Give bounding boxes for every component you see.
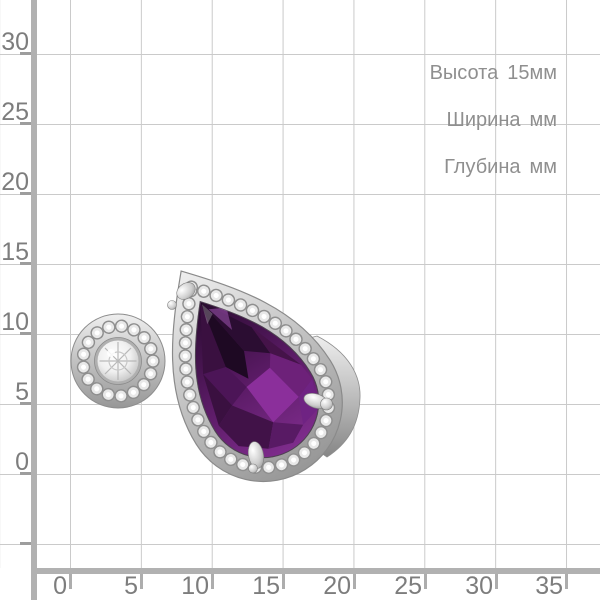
x-tick xyxy=(282,570,285,589)
dimension-label: Ширина xyxy=(446,109,521,131)
y-tick xyxy=(20,262,37,265)
x-axis-label: 15 xyxy=(252,572,280,600)
x-axis-label: 30 xyxy=(465,572,493,600)
ring-photo xyxy=(70,270,361,483)
pave-halo xyxy=(178,278,336,475)
x-tick xyxy=(353,570,356,589)
x-axis-label: 5 xyxy=(124,572,138,600)
y-tick xyxy=(20,52,37,55)
y-tick xyxy=(20,542,37,545)
x-axis-label: 35 xyxy=(535,572,563,600)
dimension-label: Высота xyxy=(429,62,499,84)
y-axis-label: 25 xyxy=(1,98,29,126)
y-tick xyxy=(20,332,37,335)
y-axis-label: 20 xyxy=(1,168,29,196)
prongs xyxy=(167,282,333,474)
y-axis-label: 5 xyxy=(15,378,29,406)
x-tick xyxy=(140,570,143,589)
x-tick xyxy=(495,570,498,589)
y-tick xyxy=(20,192,37,195)
dimension-depth: Глубина мм xyxy=(444,156,557,178)
x-axis-label: 10 xyxy=(181,572,209,600)
dimension-value: мм xyxy=(529,109,558,131)
dimension-value: 15мм xyxy=(507,62,557,84)
prong-bottom xyxy=(247,441,265,469)
y-axis-line xyxy=(31,0,37,600)
x-tick xyxy=(211,570,214,589)
x-axis-label: 25 xyxy=(394,572,422,600)
y-axis-label: 10 xyxy=(1,308,29,336)
y-axis-label: 0 xyxy=(15,448,29,476)
y-axis-label: 30 xyxy=(1,28,29,56)
y-axis-label: 15 xyxy=(1,238,29,266)
dimension-label: Глубина xyxy=(444,156,521,178)
y-tick xyxy=(20,122,37,125)
dimension-width: Ширина мм xyxy=(447,109,557,131)
dimension-height: Высота 15мм xyxy=(430,62,557,84)
x-tick xyxy=(69,570,72,589)
round-halo-cluster xyxy=(70,313,166,409)
x-axis-label: 0 xyxy=(53,572,67,600)
x-tick xyxy=(424,570,427,589)
dimension-value: мм xyxy=(529,156,558,178)
y-tick xyxy=(20,402,37,405)
x-tick xyxy=(565,570,568,589)
x-axis-label: 20 xyxy=(323,572,351,600)
y-tick xyxy=(20,472,37,475)
pear-head xyxy=(171,270,343,483)
pear-stone xyxy=(194,300,320,459)
measurement-grid xyxy=(0,0,600,568)
prong-top xyxy=(176,282,196,300)
x-axis-line xyxy=(31,568,600,574)
